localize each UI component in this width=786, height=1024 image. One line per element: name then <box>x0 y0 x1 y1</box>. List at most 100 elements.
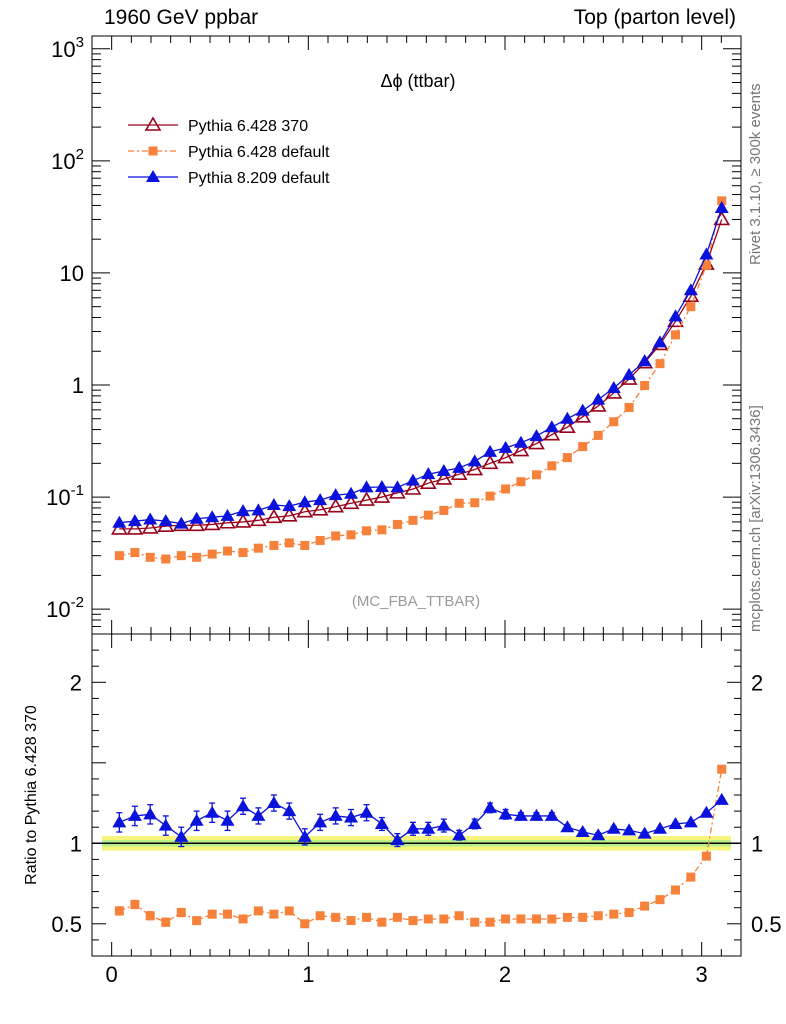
ratio-point <box>266 796 281 809</box>
ratio-point <box>377 917 387 927</box>
data-point <box>342 494 360 510</box>
data-point <box>362 526 372 536</box>
data-point <box>528 435 545 450</box>
data-point <box>439 505 449 515</box>
ratio-point <box>671 885 681 895</box>
data-point <box>346 530 356 540</box>
ratio-series-pythia-8-209-default <box>112 792 729 848</box>
ratio-point <box>192 916 202 926</box>
data-point <box>130 548 140 558</box>
data-point <box>220 508 235 521</box>
legend-label: Pythia 6.428 default <box>188 144 330 161</box>
data-point <box>405 473 420 486</box>
analysis-annotation: (MC_FBA_TTBAR) <box>352 593 480 610</box>
ratio-point <box>315 911 325 921</box>
data-point <box>373 488 391 503</box>
ratio-point <box>683 815 698 828</box>
data-point <box>374 479 389 492</box>
data-point <box>574 408 592 423</box>
data-point <box>203 515 221 531</box>
data-point <box>269 540 279 550</box>
data-point <box>192 552 202 562</box>
x-tick-label: 0 <box>106 962 118 987</box>
ratio-point <box>454 911 464 921</box>
series-line <box>119 207 723 525</box>
ratio-point <box>328 808 343 821</box>
data-point <box>219 514 236 529</box>
data-point <box>435 470 453 485</box>
data-point <box>699 247 714 260</box>
ratio-point <box>297 829 312 842</box>
legend: Pythia 6.428 370 Pythia 6.428 default Pyth… <box>128 116 330 187</box>
data-point <box>143 512 158 525</box>
data-point <box>377 525 387 535</box>
data-point <box>516 477 526 487</box>
ratio-point <box>251 808 266 821</box>
data-point <box>359 480 374 493</box>
ratio-point <box>593 911 603 921</box>
data-point <box>622 367 637 380</box>
ratio-point <box>624 908 634 918</box>
ratio-y-tick-label: 0.5 <box>51 912 82 937</box>
ratio-point <box>717 764 727 774</box>
data-point <box>423 510 433 520</box>
ratio-point <box>529 808 544 821</box>
ratio-series-pythia-6-428-default <box>114 764 727 929</box>
data-point <box>300 540 310 550</box>
ratio-point <box>238 914 248 924</box>
ratio-point <box>313 815 328 828</box>
legend-marker <box>144 116 162 131</box>
ratio-point <box>609 909 619 919</box>
ratio-point <box>223 909 233 919</box>
series-pythia-6-428-370 <box>110 210 731 535</box>
data-point <box>392 519 402 529</box>
data-point <box>141 519 159 534</box>
ratio-point <box>439 914 449 924</box>
data-point <box>344 486 359 499</box>
ratio-point <box>562 912 572 922</box>
ratio-point <box>622 823 637 836</box>
data-point <box>207 549 217 559</box>
data-point <box>498 440 513 453</box>
data-point <box>249 511 267 527</box>
ratio-point <box>205 805 220 818</box>
series-pythia-8-209-default <box>112 200 729 529</box>
data-point <box>655 359 665 369</box>
series-line <box>119 219 723 530</box>
ratio-point <box>701 851 711 861</box>
ratio-point <box>346 916 356 926</box>
data-point <box>112 515 127 528</box>
ratio-point <box>531 914 541 924</box>
data-point <box>531 470 541 480</box>
data-point <box>127 514 142 527</box>
x-tick-label: 2 <box>499 962 511 987</box>
data-point <box>640 380 650 390</box>
data-point <box>328 488 343 501</box>
data-point <box>234 513 252 528</box>
ratio-point <box>513 808 528 821</box>
ratio-point <box>344 810 359 823</box>
legend-label: Pythia 6.428 370 <box>188 118 308 135</box>
data-point <box>714 200 729 213</box>
ratio-point <box>421 821 436 834</box>
ratio-y-tick-label-right: 1 <box>751 831 763 856</box>
data-point <box>609 417 619 427</box>
data-point <box>512 441 530 457</box>
data-point <box>296 503 314 518</box>
y-tick-label: 10-2 <box>46 594 84 622</box>
ratio-point <box>143 807 158 820</box>
data-point <box>236 504 251 517</box>
data-point <box>543 426 561 441</box>
ratio-point <box>452 828 467 841</box>
mcplots-info: mcplots.cern.ch [arXiv:1306.3436] <box>747 405 764 632</box>
data-point <box>593 430 603 440</box>
data-point <box>483 444 498 457</box>
ratio-point <box>714 792 729 805</box>
process-label: Top (parton level) <box>573 6 736 29</box>
ratio-point <box>544 808 559 821</box>
ratio-point <box>236 799 251 812</box>
ratio-point <box>112 815 127 828</box>
data-point <box>327 498 345 513</box>
data-point <box>110 520 128 535</box>
data-point <box>481 454 499 470</box>
